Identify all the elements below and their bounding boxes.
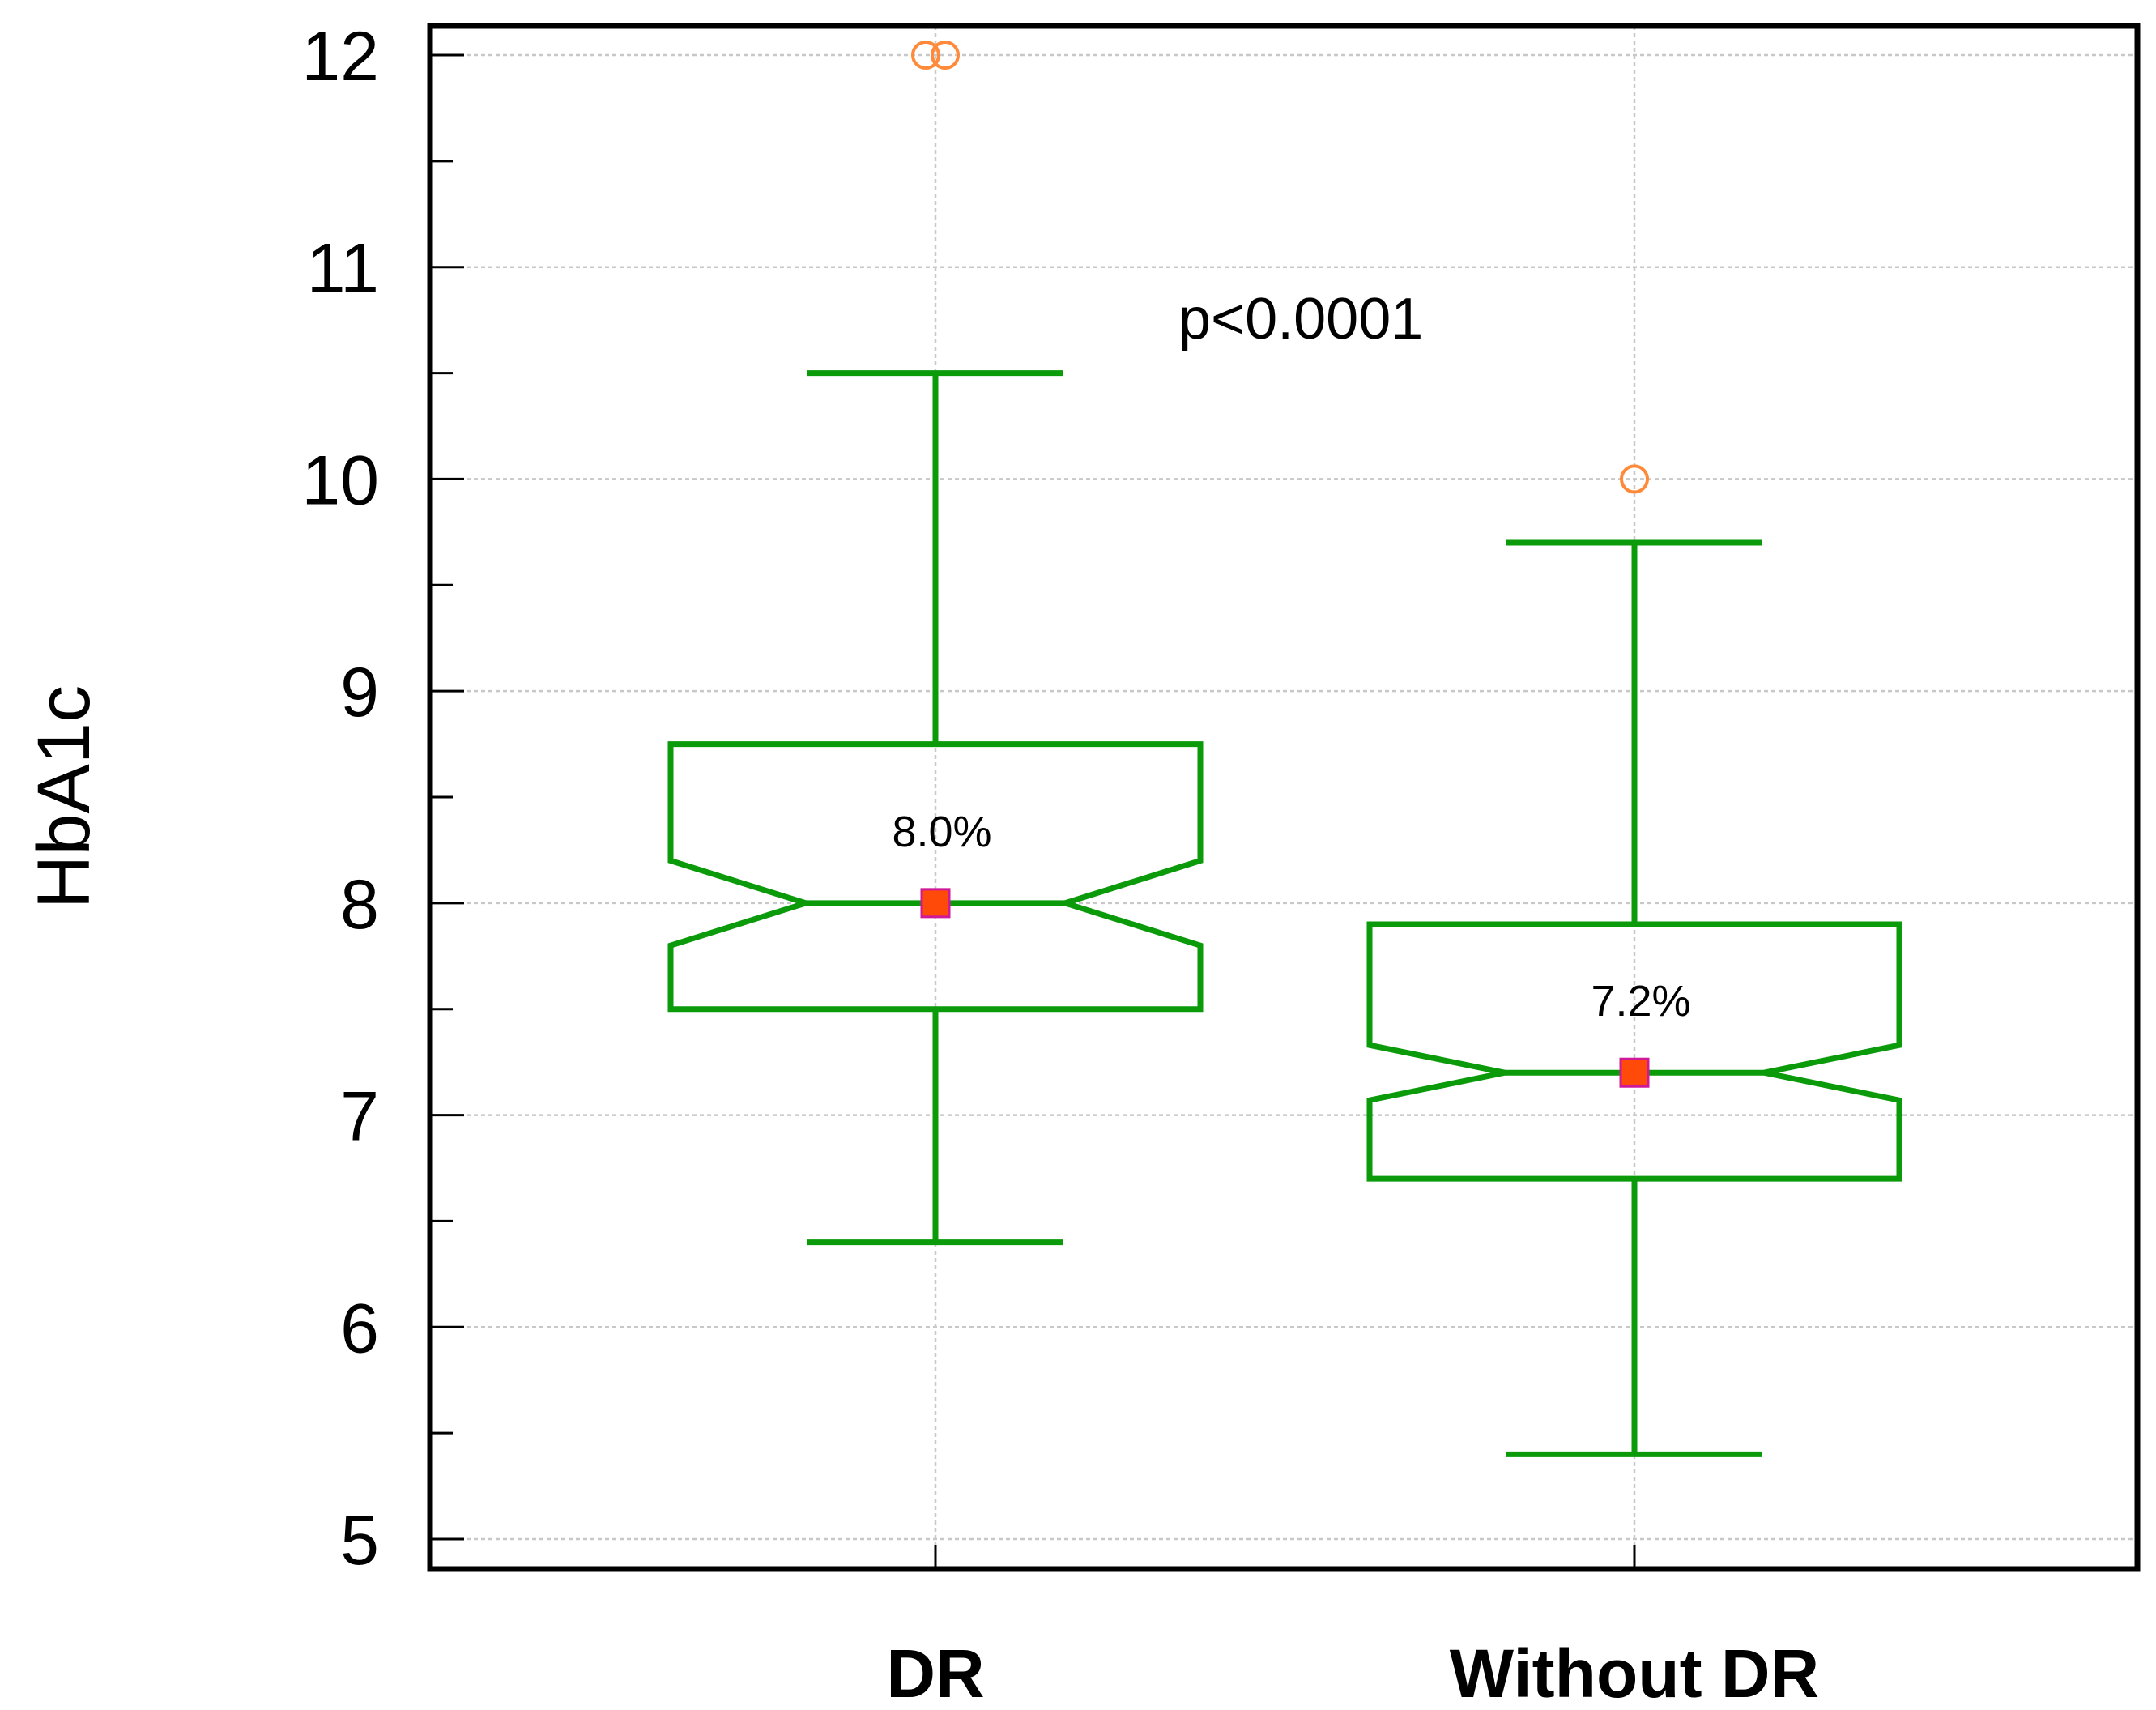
y-tick-label: 6 bbox=[340, 1290, 379, 1367]
y-tick-label: 12 bbox=[301, 18, 379, 96]
notched-box bbox=[667, 741, 1204, 1013]
p-value-annotation: p<0.0001 bbox=[1178, 287, 1423, 352]
tick-labels: 5 6 7 8 9 10 11 12 DR Without DR bbox=[301, 18, 1819, 1710]
box-without-dr: 7.2% bbox=[1366, 464, 1902, 1457]
outlier-point bbox=[1620, 464, 1649, 494]
axis-ticks bbox=[430, 53, 1636, 1569]
median-value-label: 7.2% bbox=[1591, 977, 1690, 1026]
y-tick-label: 7 bbox=[340, 1078, 379, 1156]
notched-box bbox=[1366, 921, 1902, 1182]
y-tick-label: 11 bbox=[307, 230, 379, 308]
y-tick-label: 5 bbox=[340, 1502, 379, 1580]
mean-marker bbox=[920, 888, 951, 919]
plot-frame bbox=[427, 23, 2141, 1572]
y-tick-label: 10 bbox=[301, 441, 379, 519]
y-tick-label: 8 bbox=[340, 866, 379, 944]
box-series: 8.0% 7.2% bbox=[667, 41, 1902, 1457]
y-tick-label: 9 bbox=[340, 654, 379, 731]
box-dr: 8.0% bbox=[667, 41, 1204, 1246]
outlier-point bbox=[911, 41, 940, 70]
mean-marker bbox=[1619, 1057, 1650, 1088]
x-category-label: Without DR bbox=[1450, 1635, 1819, 1710]
median-value-label: 8.0% bbox=[892, 808, 991, 856]
outlier-point bbox=[931, 41, 960, 70]
x-category-label: DR bbox=[886, 1635, 984, 1710]
grid-lines bbox=[430, 26, 2137, 1569]
y-axis-label: HbA1c bbox=[23, 685, 105, 909]
